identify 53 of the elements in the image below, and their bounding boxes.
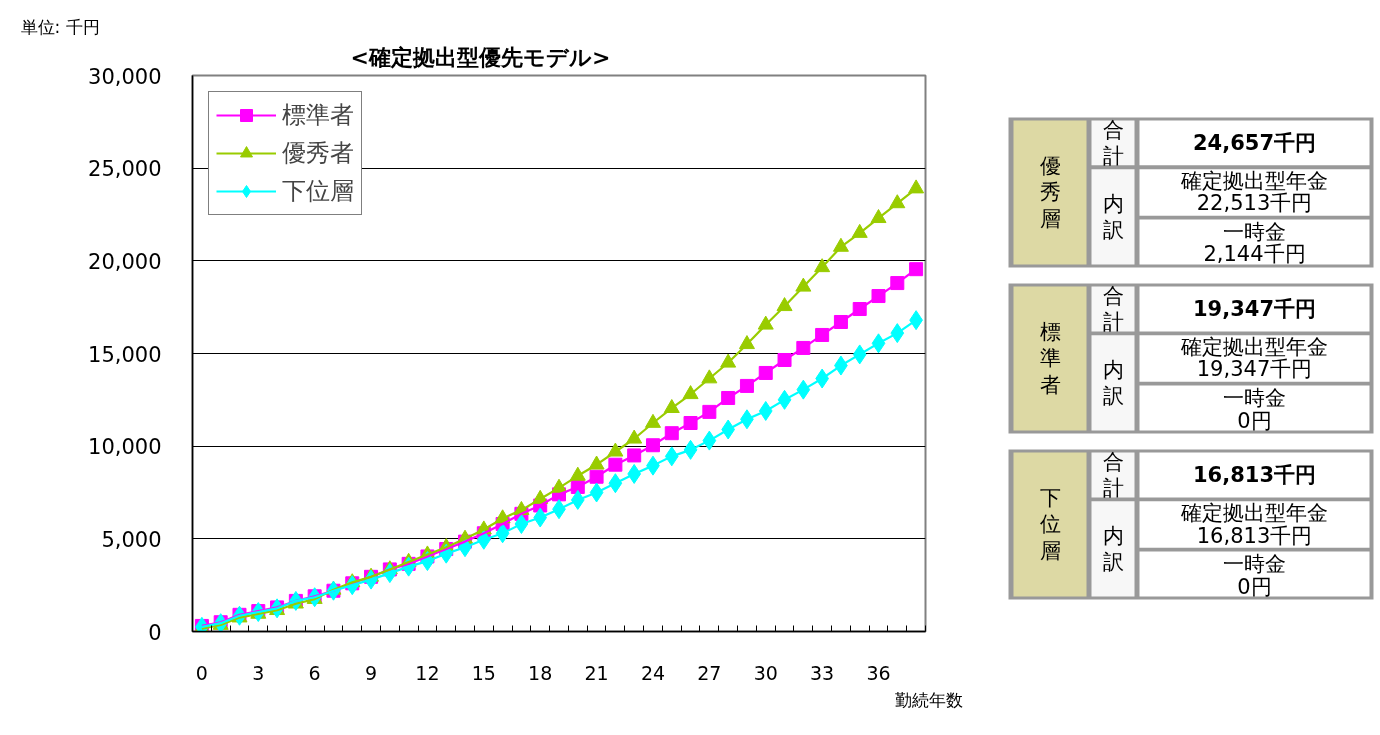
text: 22,513千円: [1196, 191, 1313, 216]
text: 16,813千円: [1192, 462, 1317, 487]
legend-label: 下位層: [282, 176, 354, 207]
x-tick-label: 9: [365, 661, 378, 684]
chart-title: <確定拠出型優先モデル>: [350, 44, 611, 70]
text: 0円: [1237, 574, 1272, 599]
x-tick-label: 0: [195, 661, 208, 684]
text: 19,347千円: [1192, 296, 1317, 321]
text: 優秀層: [1039, 154, 1061, 231]
x-tick-label: 12: [415, 661, 440, 684]
x-tick-label: 27: [697, 661, 722, 684]
x-tick-label: 21: [584, 661, 609, 684]
y-tick-label: 25,000: [88, 157, 162, 182]
text: 合計: [1102, 117, 1124, 169]
x-tick-label: 33: [810, 661, 835, 684]
text: 24,657千円: [1192, 130, 1317, 155]
x-axis-title: 勤続年数: [894, 689, 963, 710]
text: 内訳: [1102, 357, 1124, 409]
text: 2,144千円: [1203, 242, 1306, 267]
y-tick-label: 30,000: [88, 64, 162, 89]
text: 内訳: [1102, 523, 1124, 575]
x-tick-label: 3: [252, 661, 265, 684]
y-tick-label: 15,000: [88, 342, 162, 367]
x-tick-label: 18: [528, 661, 553, 684]
y-axis-title: 単位: 千円: [20, 16, 100, 37]
legend-label: 標準者: [282, 100, 354, 131]
legend-label: 優秀者: [282, 138, 354, 169]
y-tick-label: 10,000: [88, 435, 162, 460]
point: [908, 179, 925, 194]
point: [627, 448, 642, 463]
x-tick-label: 24: [640, 661, 666, 684]
text: 0円: [1237, 408, 1272, 433]
x-tick-label: 30: [753, 661, 778, 684]
point: [909, 262, 924, 277]
y-tick-label: 5,000: [101, 527, 162, 552]
x-tick-label: 15: [471, 661, 496, 684]
text: 確定拠出型年金: [1180, 335, 1328, 360]
text: 確定拠出型年金: [1180, 501, 1328, 526]
x-tick-label: 36: [866, 661, 891, 684]
text: 一時金: [1223, 552, 1286, 577]
text: 内訳: [1102, 191, 1124, 242]
y-tick-label: 20,000: [88, 249, 162, 274]
text: 一時金: [1223, 386, 1286, 411]
text: 下位層: [1039, 486, 1061, 563]
text: 合計: [1102, 283, 1124, 335]
text: 16,813千円: [1196, 523, 1313, 548]
point: [627, 463, 642, 484]
text: 合計: [1102, 449, 1124, 501]
x-tick-label: 6: [308, 661, 321, 684]
text: 19,347千円: [1196, 357, 1313, 382]
text: 標準者: [1039, 320, 1061, 397]
text: 確定拠出型年金: [1180, 169, 1328, 194]
y-tick-label: 0: [148, 620, 162, 645]
